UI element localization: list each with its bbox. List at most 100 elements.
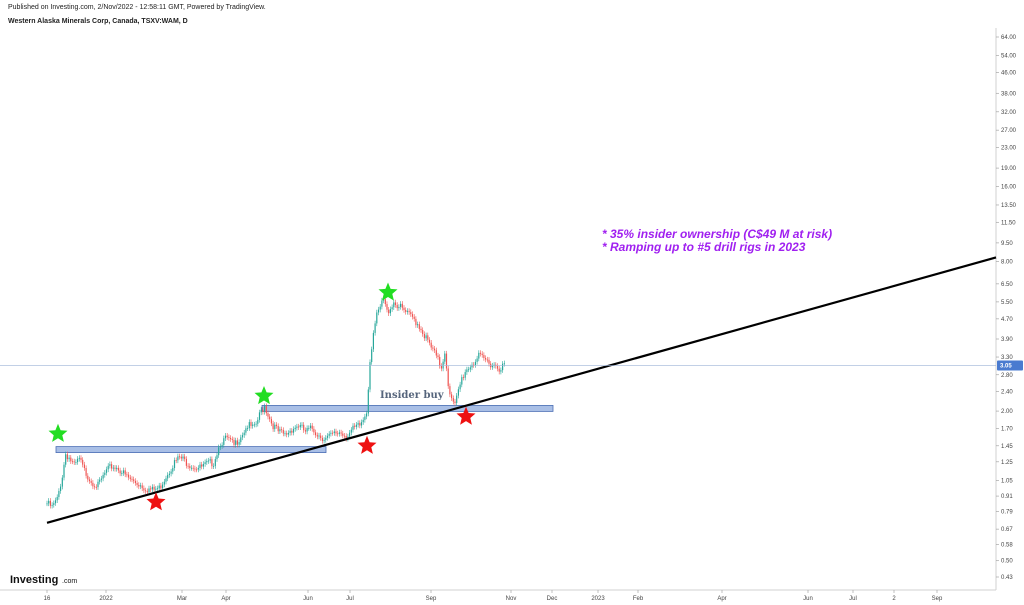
candle-body — [333, 431, 335, 434]
candle-body — [107, 465, 109, 470]
y-tick-label: 11.50 — [1001, 220, 1016, 226]
candle-body — [274, 424, 276, 430]
candle-body — [384, 299, 386, 305]
candle-body — [350, 429, 352, 433]
candle-body — [92, 482, 94, 487]
candle-body — [168, 473, 170, 475]
y-tick-label: 6.50 — [1001, 282, 1013, 288]
candle-body — [230, 437, 232, 440]
candle-body — [427, 335, 429, 340]
candle-body — [233, 439, 235, 445]
x-tick-label: Apr — [221, 596, 230, 602]
candle-body — [462, 377, 465, 378]
candle-body — [265, 406, 267, 414]
candle-body — [502, 363, 504, 371]
candle-body — [449, 386, 451, 395]
candle-body — [209, 459, 211, 461]
candle-body — [211, 459, 213, 467]
candle-body — [440, 365, 442, 369]
candle-body — [73, 461, 75, 463]
candle-body — [262, 409, 264, 412]
candle-body — [146, 491, 148, 493]
candle-body — [111, 464, 113, 469]
candle-body — [109, 464, 111, 466]
candle-body — [367, 389, 369, 414]
candle-body — [428, 339, 431, 343]
candle-body — [306, 428, 308, 432]
candle-body — [53, 503, 55, 505]
candle-body — [459, 384, 461, 390]
candle-body — [369, 362, 371, 390]
candle-body — [87, 475, 89, 480]
candle-body — [270, 419, 272, 424]
candle-body — [394, 302, 397, 305]
candle-body — [236, 440, 238, 445]
candle-body — [252, 424, 254, 426]
candle-body — [250, 422, 252, 426]
candle-body — [464, 372, 466, 378]
candle-body — [231, 439, 233, 440]
candle-body — [119, 470, 121, 474]
candle-body — [335, 431, 337, 434]
candle-body — [275, 424, 278, 427]
candle-body — [296, 426, 298, 428]
y-tick-label: 38.00 — [1001, 91, 1017, 97]
candle-body — [493, 364, 495, 366]
candle-body — [80, 457, 82, 460]
annotation-line-1: * 35% insider ownership (C$49 M at risk) — [602, 227, 832, 241]
candle-body — [479, 352, 482, 354]
candle-body — [418, 324, 420, 329]
candle-body — [116, 467, 118, 469]
candle-body — [194, 468, 196, 470]
candle-body — [398, 306, 400, 309]
candle-body — [155, 488, 157, 490]
red-star-1 — [146, 492, 166, 511]
candle-body — [143, 488, 145, 491]
y-tick-label: 19.00 — [1001, 166, 1017, 172]
y-tick-label: 54.00 — [1001, 53, 1017, 59]
candle-body — [202, 463, 204, 467]
candle-body — [444, 353, 446, 362]
candle-body — [325, 437, 327, 440]
candle-body — [68, 457, 70, 460]
x-tick-label: Dec — [547, 596, 558, 602]
candle-body — [405, 309, 407, 312]
candle-body — [389, 309, 391, 314]
candle-body — [376, 312, 378, 324]
candle-body — [496, 365, 499, 369]
x-tick-label: Nov — [506, 596, 517, 602]
x-tick-label: 16 — [44, 596, 51, 602]
y-tick-label: 16.00 — [1001, 185, 1017, 191]
red-star-2 — [357, 435, 377, 454]
candle-body — [454, 401, 456, 403]
candle-body — [54, 500, 57, 504]
candle-body — [58, 490, 60, 498]
red-star-3 — [456, 406, 476, 425]
candle-body — [214, 459, 216, 466]
logo-suffix: .com — [62, 578, 77, 585]
candle-body — [321, 437, 323, 441]
x-tick-label: Mar — [177, 596, 187, 602]
y-tick-label: 32.00 — [1001, 110, 1017, 116]
candle-body — [281, 429, 283, 431]
candle-body — [204, 462, 206, 464]
candle-body — [379, 306, 381, 310]
x-tick-label: 2022 — [99, 596, 113, 602]
candle-body — [488, 359, 490, 364]
candle-body — [345, 435, 347, 439]
candle-body — [77, 458, 79, 463]
candle-body — [216, 455, 218, 460]
candle-body — [311, 425, 313, 429]
candle-body — [425, 335, 427, 339]
candle-body — [66, 454, 68, 460]
candle-body — [342, 433, 344, 436]
candle-body — [128, 474, 130, 478]
candle-body — [170, 471, 172, 474]
candle-body — [415, 318, 417, 326]
candle-body — [299, 425, 301, 428]
y-tick-label: 64.00 — [1001, 35, 1017, 41]
candle-body — [328, 433, 330, 436]
candle-body — [173, 460, 176, 468]
x-tick-label: Jul — [346, 596, 354, 602]
candle-body — [372, 332, 374, 350]
